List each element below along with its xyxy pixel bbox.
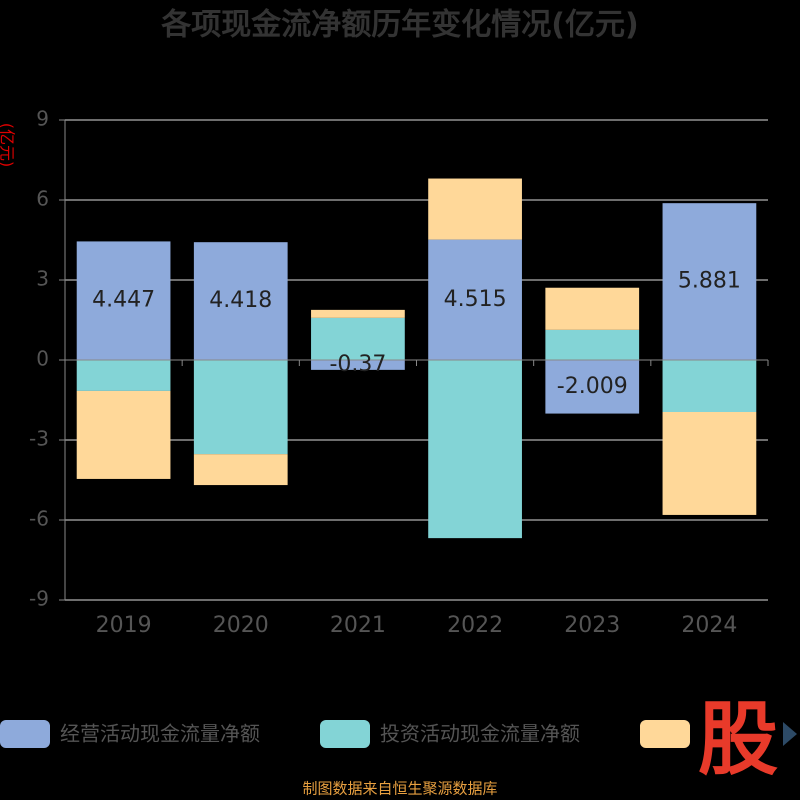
bar: [428, 360, 522, 539]
bar: [193, 360, 288, 455]
bar: [76, 390, 171, 479]
y-tick-label: 0: [36, 347, 49, 371]
data-label: -2.009: [557, 374, 628, 399]
watermark: 股: [698, 693, 778, 786]
bar: [662, 203, 757, 360]
bar: [76, 241, 171, 360]
bar: [662, 412, 757, 515]
bar: [545, 360, 640, 414]
x-tick-label: 2019: [96, 613, 152, 638]
x-tick-label: 2021: [330, 613, 386, 638]
legend-swatch: [640, 720, 690, 748]
bar: [428, 178, 522, 240]
bar: [662, 360, 757, 412]
y-tick-label: -9: [29, 587, 49, 611]
y-tick-label: -6: [29, 507, 49, 531]
chart-title: 各项现金流净额历年变化情况(亿元): [160, 8, 638, 43]
bar: [311, 309, 405, 318]
bar: [311, 317, 405, 360]
bar: [193, 454, 288, 486]
x-tick-label: 2023: [564, 613, 620, 638]
bar: [545, 329, 640, 360]
y-tick-label: 9: [36, 107, 49, 131]
source-note: 制图数据来自恒生聚源数据库: [302, 780, 497, 798]
legend-swatch: [320, 720, 370, 748]
bar: [311, 360, 405, 370]
data-label: -0.37: [329, 352, 386, 377]
data-label: 5.881: [678, 269, 741, 294]
legend-swatch: [0, 720, 50, 748]
y-tick-label: 3: [36, 267, 49, 291]
legend-label: 投资活动现金流量净额: [380, 722, 580, 746]
bar: [193, 242, 288, 360]
x-tick-label: 2024: [681, 613, 737, 638]
bar: [428, 239, 522, 360]
x-tick-label: 2020: [213, 613, 269, 638]
data-label: 4.418: [209, 288, 272, 313]
legend-arrow: [783, 722, 797, 746]
x-tick-label: 2022: [447, 613, 503, 638]
bar: [76, 360, 171, 391]
data-label: 4.515: [444, 287, 507, 312]
data-label: 4.447: [92, 288, 155, 313]
y-tick-label: -3: [29, 427, 49, 451]
y-tick-label: 6: [36, 187, 49, 211]
y-axis-label: (亿元): [0, 123, 17, 168]
legend-label: 经营活动现金流量净额: [60, 722, 260, 746]
bar: [545, 287, 640, 330]
